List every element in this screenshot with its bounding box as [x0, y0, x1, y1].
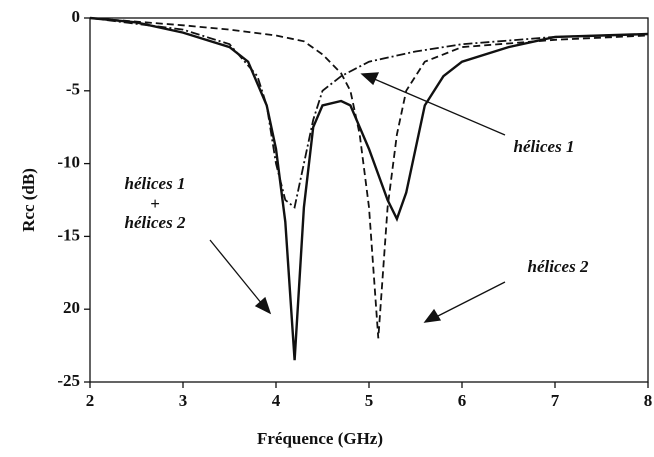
x-tick-label: 7: [551, 391, 560, 410]
y-tick-label: -25: [57, 371, 80, 390]
y-tick-label: 0: [72, 7, 81, 26]
plot-frame: [89, 17, 649, 383]
annotation: hélices 2: [528, 257, 589, 276]
x-tick-label: 8: [644, 391, 653, 410]
annotation: hélices 1: [514, 137, 575, 156]
annotation: hélices 2: [125, 213, 186, 232]
arrows: [209, 72, 506, 323]
annotation: hélices 1: [125, 174, 186, 193]
x-tick-label: 5: [365, 391, 374, 410]
x-tick-label: 2: [86, 391, 95, 410]
line-series: [89, 16, 649, 361]
y-tick-label: -15: [57, 225, 80, 244]
x-tick-label: 4: [272, 391, 281, 410]
line-series: [89, 17, 649, 339]
x-tick-label: 3: [179, 391, 188, 410]
x-tick-label: 6: [458, 391, 467, 410]
y-tick-label: 20: [63, 298, 80, 317]
line-series: [89, 17, 649, 209]
y-tick-label: -5: [66, 80, 80, 99]
y-axis-label: Rcc (dB): [19, 168, 38, 232]
annotation: +: [150, 194, 160, 213]
x-axis-label: Fréquence (GHz): [257, 429, 383, 448]
y-tick-label: -10: [57, 153, 80, 172]
